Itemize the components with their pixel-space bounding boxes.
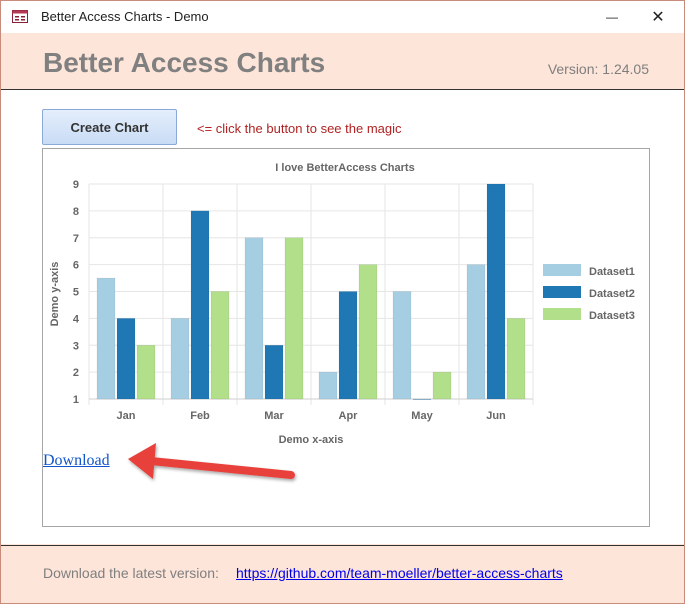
bar-dataset1-jun: [466, 264, 486, 400]
form-footer: Download the latest version: https://git…: [1, 546, 684, 603]
github-link[interactable]: https://github.com/team-moeller/better-a…: [236, 565, 563, 581]
window-title: Better Access Charts - Demo: [41, 9, 209, 24]
bar-dataset1-may: [392, 291, 412, 400]
y-tick-label: 2: [73, 367, 79, 379]
page-title: Better Access Charts: [43, 47, 326, 78]
x-axis-label: Demo x-axis: [279, 434, 344, 446]
create-chart-button[interactable]: Create Chart: [42, 109, 177, 145]
bar-dataset1-apr: [318, 371, 338, 400]
bar-dataset1-mar: [244, 237, 264, 400]
legend-swatch: [543, 264, 581, 276]
y-tick-label: 4: [73, 313, 80, 325]
minimize-icon: —: [606, 10, 618, 24]
x-tick-label: May: [411, 410, 433, 422]
bar-dataset3-jun: [506, 318, 526, 400]
x-tick-label: Jun: [486, 410, 506, 422]
x-tick-label: Feb: [190, 410, 210, 422]
x-tick-label: Apr: [339, 410, 359, 422]
bar-dataset2-may: [412, 398, 432, 400]
y-tick-label: 9: [73, 179, 79, 191]
footer-label: Download the latest version:: [43, 565, 219, 581]
legend-swatch: [543, 308, 581, 320]
y-tick-label: 6: [73, 260, 79, 272]
bar-dataset1-feb: [170, 318, 190, 400]
legend-swatch: [543, 286, 581, 298]
bar-dataset3-may: [432, 371, 452, 400]
y-axis-label: Demo y-axis: [49, 262, 61, 327]
form-header: Better Access Charts Version: 1.24.05: [1, 33, 684, 89]
bar-dataset2-mar: [264, 345, 284, 400]
bar-dataset2-apr: [338, 291, 358, 400]
bar-dataset1-jan: [96, 277, 116, 400]
legend-label: Dataset3: [589, 310, 635, 322]
chart-title: I love BetterAccess Charts: [275, 162, 414, 174]
legend-label: Dataset2: [589, 288, 635, 300]
bar-dataset3-feb: [210, 291, 230, 400]
y-tick-label: 1: [73, 394, 79, 406]
chart-browser-control[interactable]: I love BetterAccess Charts 1 2 3 4 5 6 7 8 9 Jan F…: [42, 148, 650, 527]
bar-dataset3-mar: [284, 237, 304, 400]
y-tick-label: 7: [73, 233, 79, 245]
x-tick-label: Jan: [117, 410, 136, 422]
close-button[interactable]: ✕: [635, 1, 681, 33]
close-icon: ✕: [651, 9, 665, 26]
minimize-button[interactable]: —: [589, 1, 635, 33]
header-divider: [1, 89, 684, 90]
form-detail: Create Chart <= click the button to see …: [1, 90, 684, 544]
bar-dataset2-jan: [116, 318, 136, 400]
title-bar: Better Access Charts - Demo — ✕: [1, 1, 684, 33]
bar-dataset2-feb: [190, 210, 210, 400]
y-tick-label: 3: [73, 340, 79, 352]
version-label: Version: 1.24.05: [547, 61, 649, 77]
bar-dataset3-apr: [358, 264, 378, 400]
y-tick-label: 8: [73, 206, 79, 218]
y-tick-label: 5: [73, 287, 79, 299]
bar-chart: I love BetterAccess Charts 1 2 3 4 5 6 7 8 9 Jan F…: [49, 162, 635, 446]
hint-text: <= click the button to see the magic: [197, 121, 402, 136]
legend-label: Dataset1: [589, 266, 635, 278]
bar-dataset2-jun: [486, 183, 506, 400]
bar-dataset3-jan: [136, 345, 156, 400]
x-tick-label: Mar: [264, 410, 284, 422]
download-link[interactable]: Download: [43, 452, 110, 469]
footer-divider: [1, 545, 684, 546]
access-form-icon: [12, 10, 28, 23]
